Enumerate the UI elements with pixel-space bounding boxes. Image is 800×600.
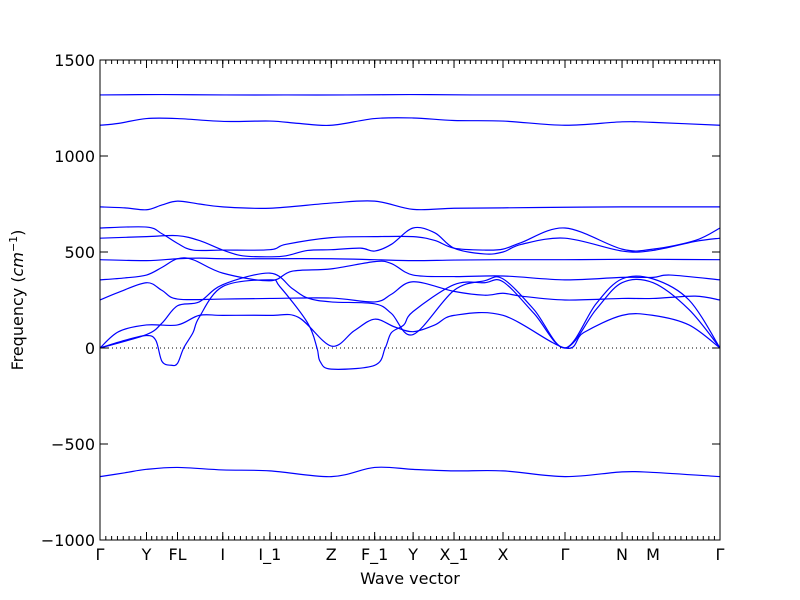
x-tick-label: Y	[141, 545, 152, 564]
x-axis-label: Wave vector	[360, 569, 460, 588]
x-tick-label: Y	[407, 545, 418, 564]
x-tick-label: FL	[168, 545, 186, 564]
band-line-8	[99, 281, 721, 303]
y-axis-label-close: )	[8, 230, 27, 236]
x-tick-label: X_1	[439, 545, 468, 565]
y-tick-label: −500	[51, 435, 95, 454]
band-line-3	[99, 200, 720, 211]
y-tick-label: 0	[85, 339, 95, 358]
y-axis-label-text: Frequency (	[8, 276, 27, 370]
x-tick-label: I_1	[258, 545, 281, 565]
band-line-12	[99, 466, 721, 478]
band-line-7	[99, 257, 721, 282]
x-tick-label: N	[616, 545, 628, 564]
y-tick-label: −1000	[41, 531, 95, 550]
band-line-5	[99, 226, 721, 258]
plot-frame	[99, 59, 721, 541]
x-axis-ticks: Γ Y FL I I_1 Z F_1 Y X_1 X Γ N M Γ	[96, 60, 725, 565]
y-axis-label-exponent: −1	[7, 236, 20, 252]
x-tick-label: X	[498, 545, 509, 564]
x-tick-label: Z	[326, 545, 337, 564]
x-tick-label: M	[646, 545, 660, 564]
y-tick-label: 1000	[54, 147, 95, 166]
x-tick-label: Γ	[716, 545, 725, 564]
band-line-4	[99, 226, 721, 252]
x-tick-label: Γ	[561, 545, 570, 564]
y-axis-label: Frequency (cm−1)	[7, 230, 27, 371]
band-line-2	[99, 117, 721, 127]
x-tick-label: I	[220, 545, 225, 564]
band-line-10	[99, 278, 721, 370]
y-tick-label: 500	[64, 243, 95, 262]
x-tick-label: Γ	[96, 545, 105, 564]
x-tick-label: F_1	[361, 545, 388, 565]
band-line-9	[99, 311, 721, 349]
y-axis-label-unit: cm	[8, 252, 27, 276]
series-group	[99, 93, 721, 478]
band-line-11	[99, 272, 721, 349]
y-tick-label: 1500	[54, 51, 95, 70]
